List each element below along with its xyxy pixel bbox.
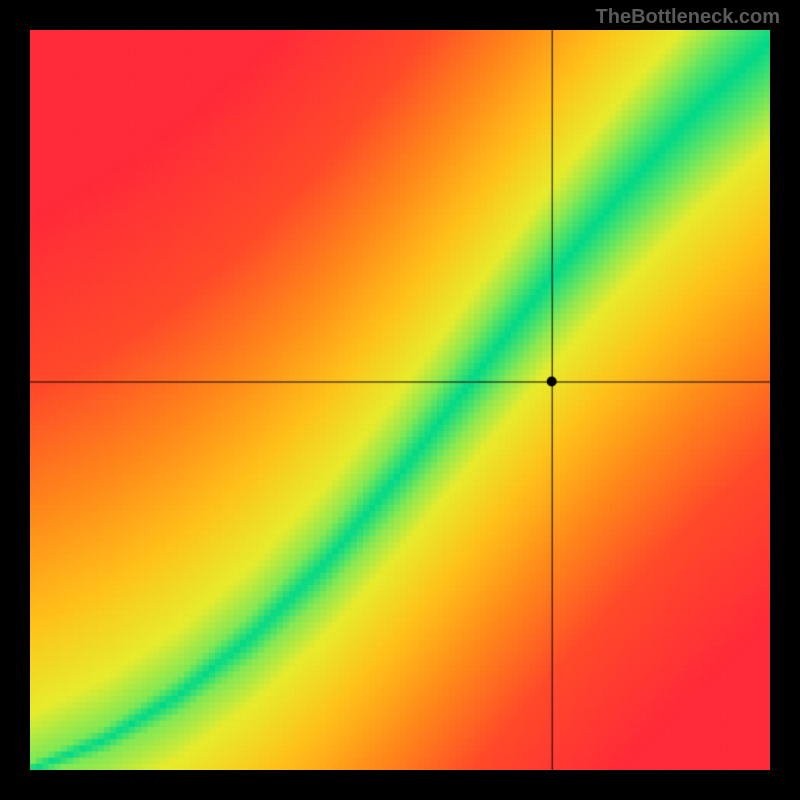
chart-container: { "watermark": { "text": "TheBottleneck.… bbox=[0, 0, 800, 800]
watermark-text: TheBottleneck.com bbox=[596, 6, 780, 29]
bottleneck-heatmap bbox=[30, 30, 770, 770]
